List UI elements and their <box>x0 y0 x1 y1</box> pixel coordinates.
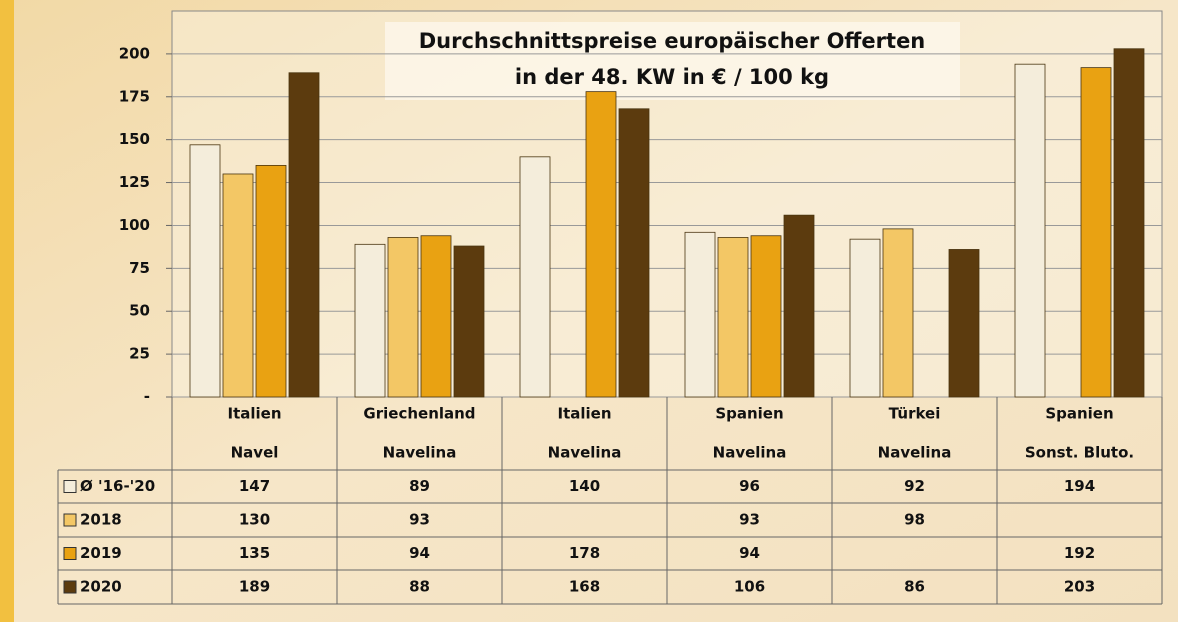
legend-swatch <box>63 580 77 594</box>
bar <box>519 156 551 398</box>
table-value: 135 <box>239 544 270 562</box>
legend-label: Ø '16-'20 <box>80 477 155 495</box>
table-value: 98 <box>904 511 925 529</box>
x-tick-label: Griechenland <box>363 405 475 423</box>
bar <box>1014 63 1046 398</box>
table-value: 88 <box>409 578 430 596</box>
x-tick-label: Navel <box>231 444 279 462</box>
bar <box>618 108 650 398</box>
x-tick-label: Navelina <box>878 444 952 462</box>
bar <box>783 214 815 398</box>
legend-label: 2018 <box>80 511 122 529</box>
x-tick-label: Sonst. Bluto. <box>1025 444 1134 462</box>
bar <box>255 164 287 398</box>
table-value: 189 <box>239 578 270 596</box>
table-value: 168 <box>569 578 600 596</box>
x-tick-label: Navelina <box>383 444 457 462</box>
bar <box>453 245 485 398</box>
table-value: 194 <box>1064 477 1095 495</box>
bar <box>948 249 980 398</box>
table-value: 178 <box>569 544 600 562</box>
bar <box>585 91 617 398</box>
bar <box>849 238 881 398</box>
table-value: 94 <box>739 544 760 562</box>
x-tick-label: Spanien <box>1045 405 1113 423</box>
title-box <box>385 22 960 100</box>
table-value: 140 <box>569 477 600 495</box>
x-tick-label: Navelina <box>713 444 787 462</box>
bar <box>222 173 254 398</box>
table-value: 93 <box>409 511 430 529</box>
table-value: 86 <box>904 578 925 596</box>
legend-swatch <box>63 480 77 493</box>
y-tick-label: 200 <box>119 44 150 62</box>
bar <box>1080 67 1112 398</box>
bar <box>684 231 716 398</box>
x-tick-label: Spanien <box>715 405 783 423</box>
bar <box>420 235 452 398</box>
y-tick-label: 50 <box>129 302 150 320</box>
legend-label: 2020 <box>80 578 122 596</box>
x-tick-label: Italien <box>557 405 611 423</box>
table-value: 130 <box>239 511 270 529</box>
bar <box>1113 48 1145 398</box>
bar <box>354 243 386 398</box>
y-tick-label: 175 <box>119 87 150 105</box>
chart-subtitle: in der 48. KW in € / 100 kg <box>515 65 829 89</box>
table-value: 192 <box>1064 544 1095 562</box>
table-value: 106 <box>734 578 765 596</box>
table-value: 92 <box>904 477 925 495</box>
x-tick-label: Türkei <box>889 405 941 423</box>
bar <box>189 144 221 398</box>
table-value: 89 <box>409 477 430 495</box>
y-tick-label: 75 <box>129 259 150 277</box>
table-value: 147 <box>239 477 270 495</box>
bar <box>387 237 419 398</box>
x-tick-label: Italien <box>227 405 281 423</box>
table-value: 94 <box>409 544 430 562</box>
y-tick-label: 100 <box>119 216 150 234</box>
y-tick-label: 25 <box>129 345 150 363</box>
bar <box>882 228 914 398</box>
y-tick-label: 125 <box>119 173 150 191</box>
bar <box>750 235 782 398</box>
bar <box>288 72 320 398</box>
left-strip <box>0 0 14 622</box>
legend-swatch <box>63 513 77 527</box>
bar <box>717 237 749 398</box>
table-value: 93 <box>739 511 760 529</box>
legend-swatch <box>63 547 77 560</box>
table-value: 203 <box>1064 578 1095 596</box>
table-value: 96 <box>739 477 760 495</box>
y-tick-label: 150 <box>119 130 150 148</box>
y-tick-label: - <box>144 388 150 406</box>
legend-label: 2019 <box>80 544 122 562</box>
x-tick-label: Navelina <box>548 444 622 462</box>
chart-title: Durchschnittspreise europäischer Offerte… <box>419 29 926 53</box>
